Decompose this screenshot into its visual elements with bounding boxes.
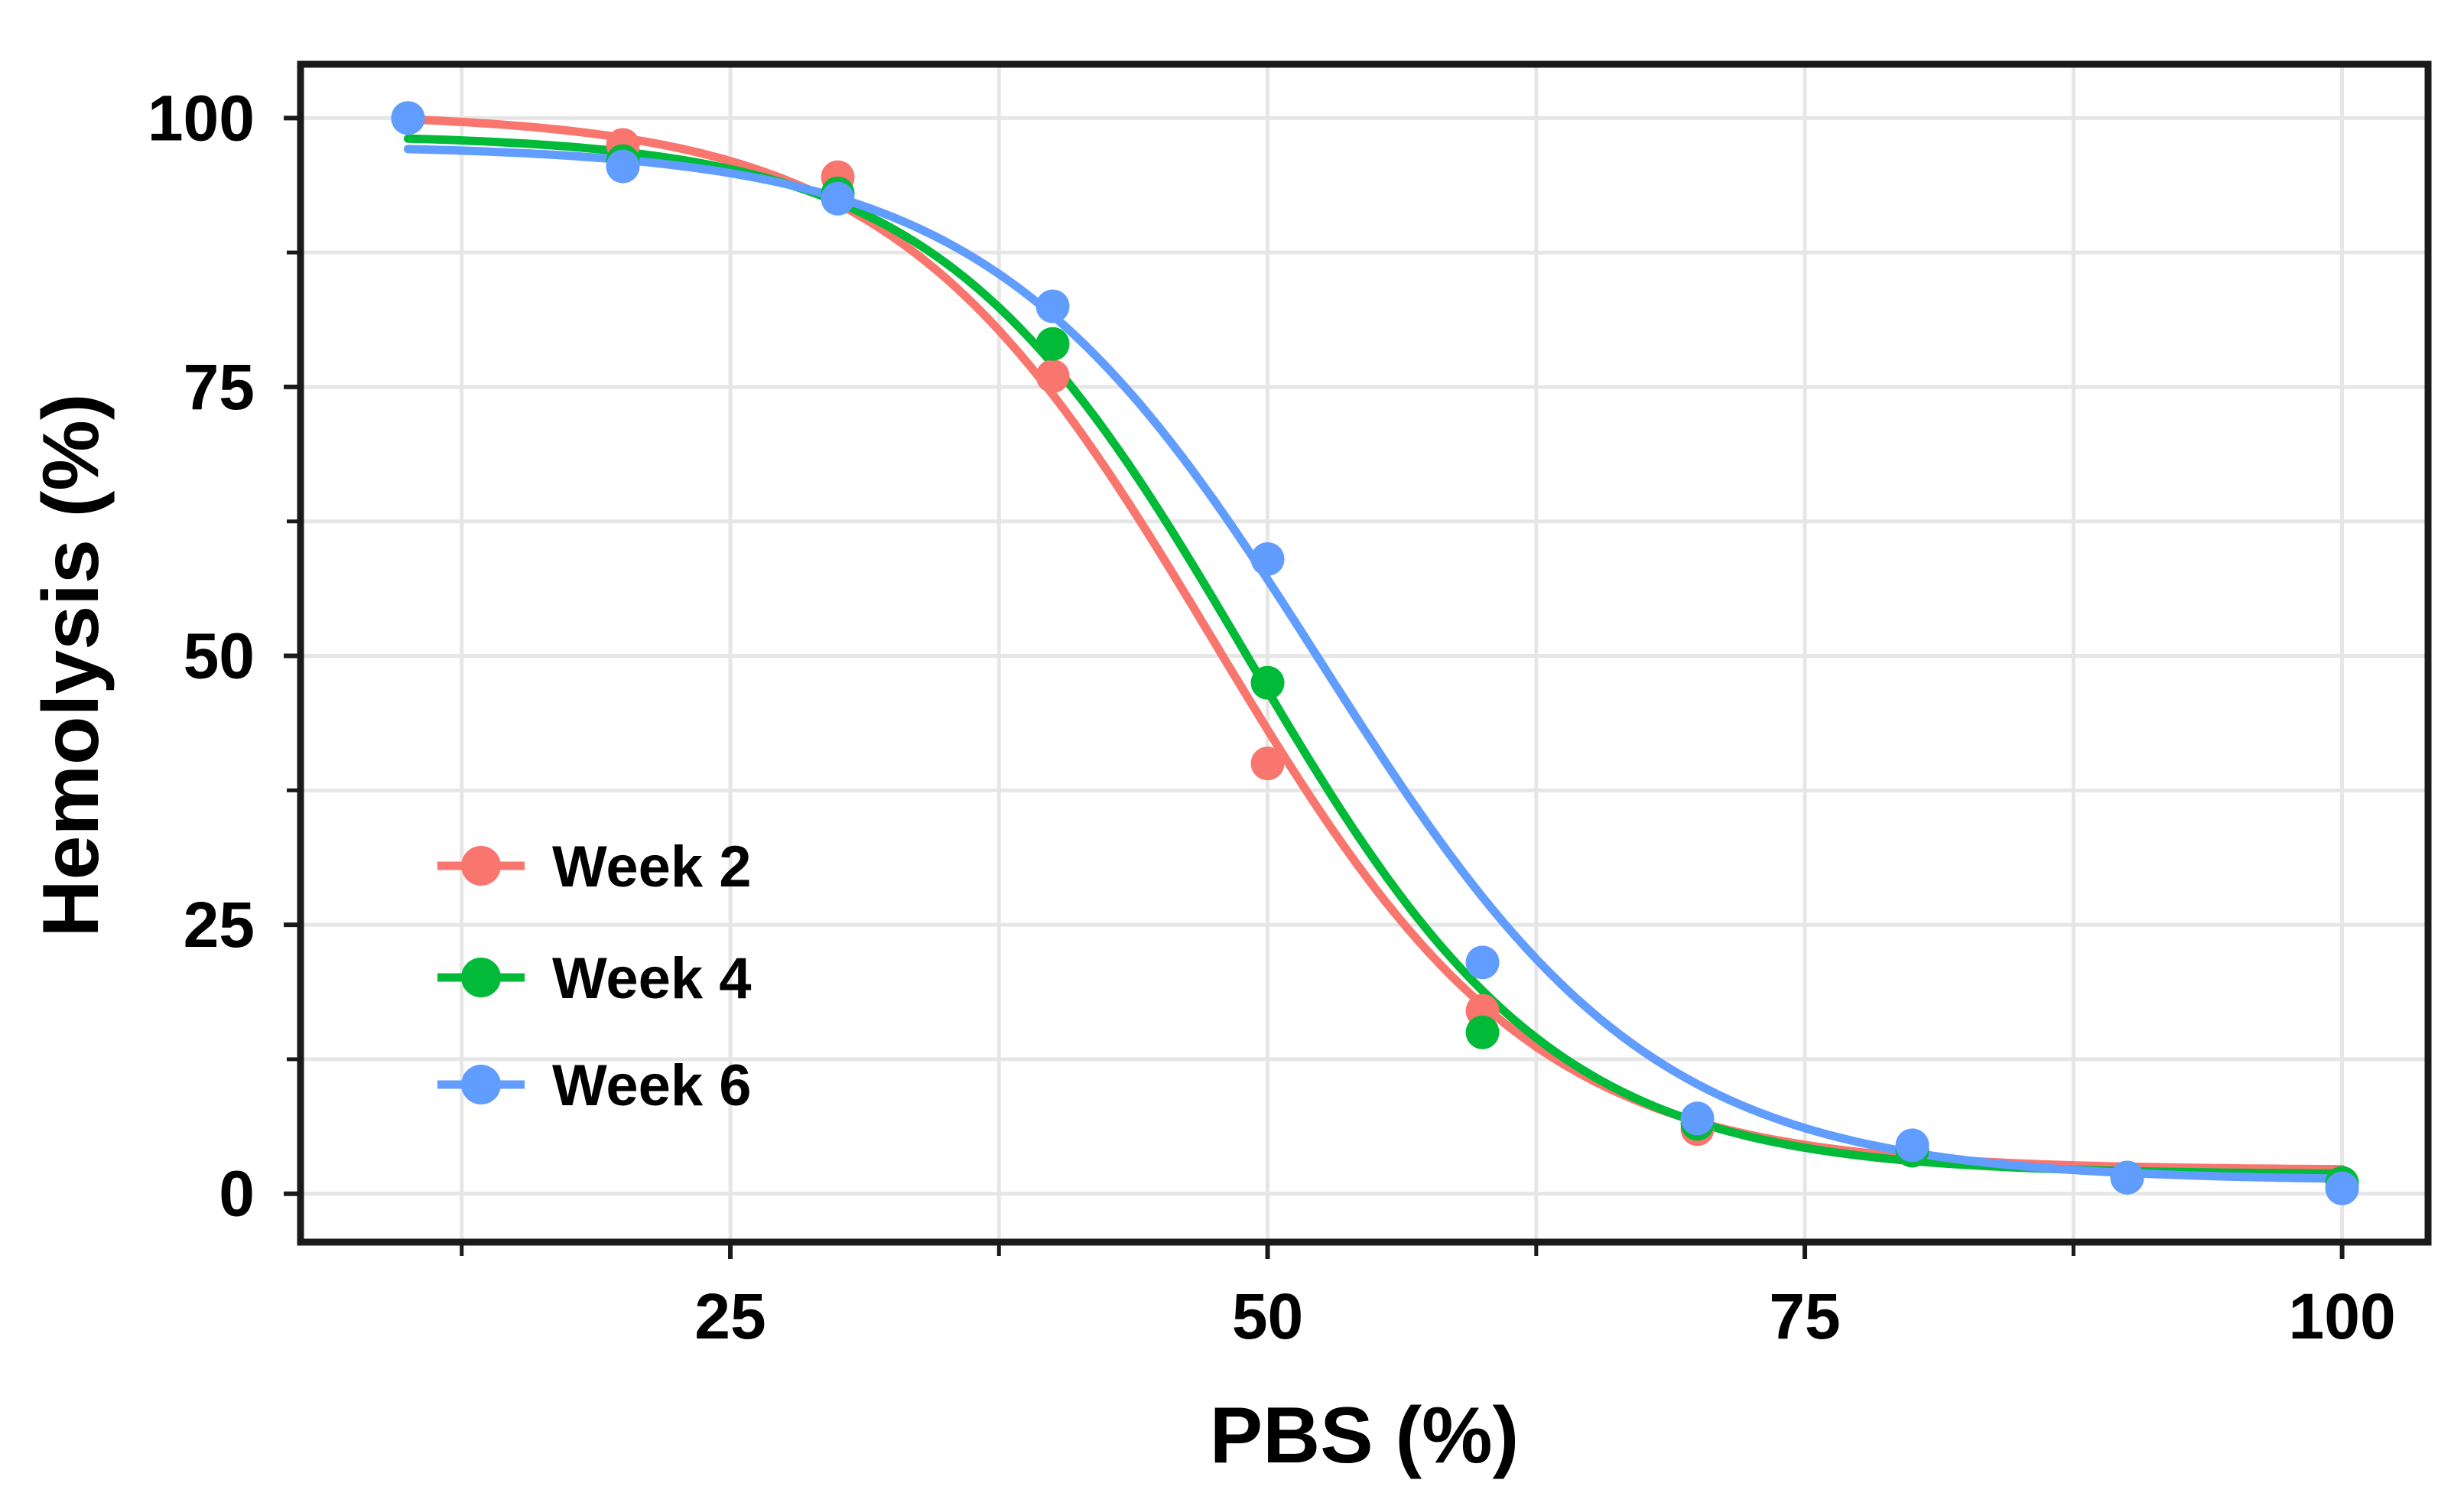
data-point-week-6 — [1895, 1128, 1929, 1163]
fit-curves — [404, 115, 2347, 1183]
x-tick-label: 100 — [2289, 1280, 2396, 1352]
data-point-week-2 — [1035, 359, 1070, 393]
data-point-week-6 — [1035, 289, 1070, 324]
y-tick-label: 100 — [148, 82, 255, 154]
y-tick-label: 50 — [184, 620, 255, 692]
legend: Week 2 Week 4 Week 6 — [437, 834, 752, 1118]
legend-marker-week-4 — [461, 958, 501, 997]
legend-label-week-6: Week 6 — [552, 1053, 752, 1118]
data-point-week-6 — [391, 101, 425, 135]
legend-label-week-2: Week 2 — [552, 834, 752, 899]
grid — [301, 64, 2428, 1242]
data-point-week-6 — [2325, 1171, 2359, 1205]
data-point-week-6 — [2110, 1160, 2144, 1195]
data-points — [391, 101, 2359, 1205]
y-tick-label: 75 — [184, 351, 255, 423]
y-axis-title: Hemolysis (%) — [27, 394, 115, 938]
legend-label-week-4: Week 4 — [552, 946, 752, 1011]
data-point-week-4 — [1035, 327, 1070, 361]
legend-marker-week-6 — [461, 1065, 501, 1104]
x-tick-label: 25 — [694, 1280, 766, 1352]
legend-marker-week-2 — [461, 846, 501, 886]
data-point-week-6 — [606, 149, 640, 184]
data-point-week-4 — [1250, 665, 1285, 700]
data-point-week-6 — [1465, 945, 1500, 980]
x-tick-label: 50 — [1232, 1280, 1303, 1352]
y-tick-label: 0 — [219, 1158, 255, 1230]
data-point-week-6 — [821, 181, 855, 216]
data-point-week-4 — [1465, 1015, 1500, 1049]
fit-curve-week-6 — [404, 145, 2347, 1183]
x-tick-label: 75 — [1769, 1280, 1840, 1352]
axis-ticks: 25 50 75 100 0 25 50 75 100 — [148, 82, 2396, 1352]
plot-frame — [297, 60, 2432, 1246]
data-point-week-2 — [1250, 746, 1285, 781]
data-point-week-6 — [1680, 1101, 1715, 1136]
x-axis-title: PBS (%) — [1210, 1391, 1519, 1480]
fit-curve-week-2 — [404, 115, 2347, 1174]
data-point-week-6 — [1250, 542, 1285, 576]
y-tick-label: 25 — [184, 889, 255, 961]
